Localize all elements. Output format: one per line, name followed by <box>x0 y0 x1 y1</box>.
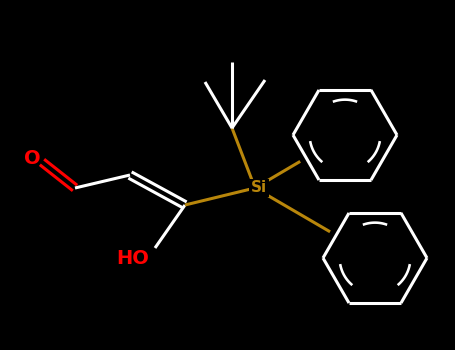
Text: HO: HO <box>116 248 149 267</box>
Text: Si: Si <box>251 181 267 196</box>
Text: O: O <box>24 148 40 168</box>
